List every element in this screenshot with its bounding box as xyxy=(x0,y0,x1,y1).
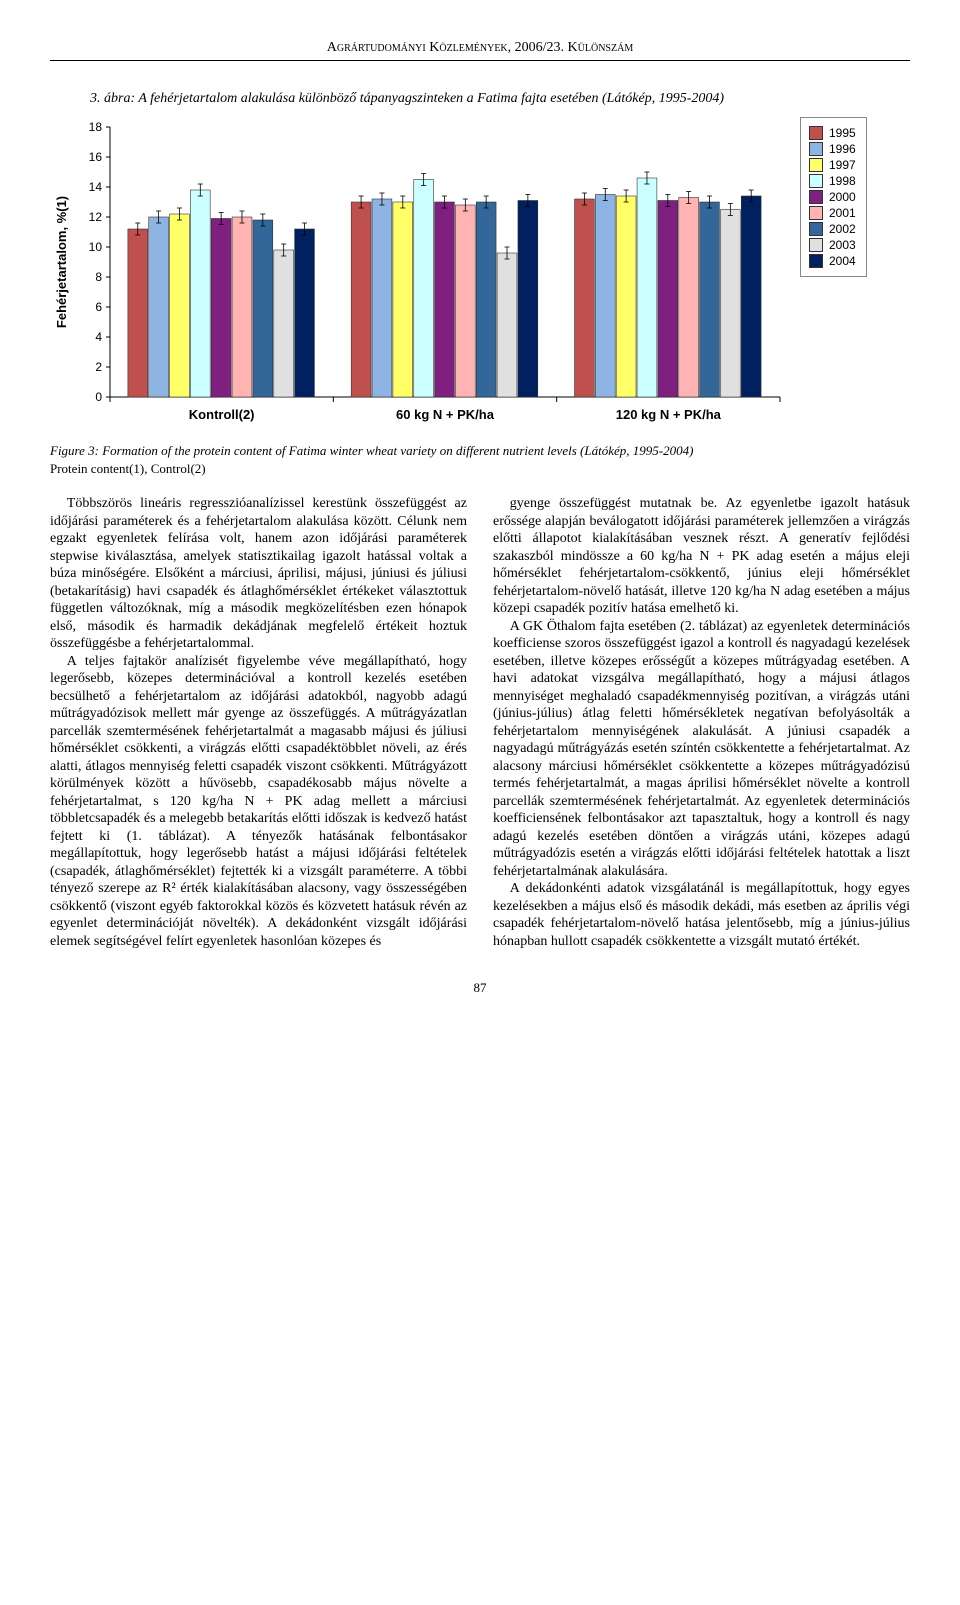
legend-label: 1996 xyxy=(829,142,856,156)
chart-container: 0 2 4 6 8 10 12 14 16 18 Fehérjetartalom, %(1) Kont… xyxy=(50,117,910,437)
legend-swatch xyxy=(809,254,823,268)
page-number: 87 xyxy=(50,980,910,996)
legend-label: 1997 xyxy=(829,158,856,172)
legend-swatch xyxy=(809,238,823,252)
legend-item: 2000 xyxy=(809,190,856,204)
svg-text:4: 4 xyxy=(95,330,102,344)
svg-text:0: 0 xyxy=(95,390,102,404)
legend-item: 1997 xyxy=(809,158,856,172)
svg-text:14: 14 xyxy=(89,180,103,194)
legend-item: 2001 xyxy=(809,206,856,220)
svg-text:8: 8 xyxy=(95,270,102,284)
legend-label: 2002 xyxy=(829,222,856,236)
legend-item: 2002 xyxy=(809,222,856,236)
body-text: Többszörös lineáris regresszióanalízisse… xyxy=(50,495,910,950)
paragraph: gyenge összefüggést mutatnak be. Az egye… xyxy=(493,495,910,618)
paragraph: A dekádonkénti adatok vizsgálatánál is m… xyxy=(493,880,910,950)
legend-swatch xyxy=(809,206,823,220)
legend-item: 2004 xyxy=(809,254,856,268)
svg-text:120 kg N + PK/ha: 120 kg N + PK/ha xyxy=(616,407,722,422)
legend-label: 2003 xyxy=(829,238,856,252)
legend-swatch xyxy=(809,222,823,236)
svg-text:12: 12 xyxy=(89,210,103,224)
chart-legend: 1995 1996 1997 1998 2000 2001 2002 2003 2004 xyxy=(800,117,867,277)
legend-swatch xyxy=(809,158,823,172)
paragraph: A teljes fajtakör analízisét figyelembe … xyxy=(50,653,467,951)
bar-chart: 0 2 4 6 8 10 12 14 16 18 Fehérjetartalom, %(1) Kont… xyxy=(50,117,790,437)
legend-swatch xyxy=(809,142,823,156)
paragraph: A GK Öthalom fajta esetében (2. táblázat… xyxy=(493,618,910,881)
legend-swatch xyxy=(809,190,823,204)
paragraph: Többszörös lineáris regresszióanalízisse… xyxy=(50,495,467,653)
legend-item: 2003 xyxy=(809,238,856,252)
legend-label: 2000 xyxy=(829,190,856,204)
legend-label: 2004 xyxy=(829,254,856,268)
legend-label: 1995 xyxy=(829,126,856,140)
svg-text:2: 2 xyxy=(95,360,102,374)
legend-label: 2001 xyxy=(829,206,856,220)
svg-text:60 kg N + PK/ha: 60 kg N + PK/ha xyxy=(396,407,495,422)
figure-caption-bottom: Figure 3: Formation of the protein conte… xyxy=(50,443,910,459)
svg-text:Fehérjetartalom, %(1): Fehérjetartalom, %(1) xyxy=(54,196,69,328)
svg-text:10: 10 xyxy=(89,240,103,254)
figure-caption-top: 3. ábra: A fehérjetartalom alakulása kül… xyxy=(90,91,910,107)
svg-text:16: 16 xyxy=(89,150,103,164)
legend-label: 1998 xyxy=(829,174,856,188)
legend-item: 1998 xyxy=(809,174,856,188)
legend-item: 1996 xyxy=(809,142,856,156)
svg-text:6: 6 xyxy=(95,300,102,314)
figure-legend-note: Protein content(1), Control(2) xyxy=(50,461,910,477)
running-head: Agrártudományi Közlemények, 2006/23. Kül… xyxy=(50,40,910,61)
legend-swatch xyxy=(809,174,823,188)
svg-text:Kontroll(2): Kontroll(2) xyxy=(189,407,255,422)
legend-item: 1995 xyxy=(809,126,856,140)
svg-text:18: 18 xyxy=(89,120,103,134)
legend-swatch xyxy=(809,126,823,140)
